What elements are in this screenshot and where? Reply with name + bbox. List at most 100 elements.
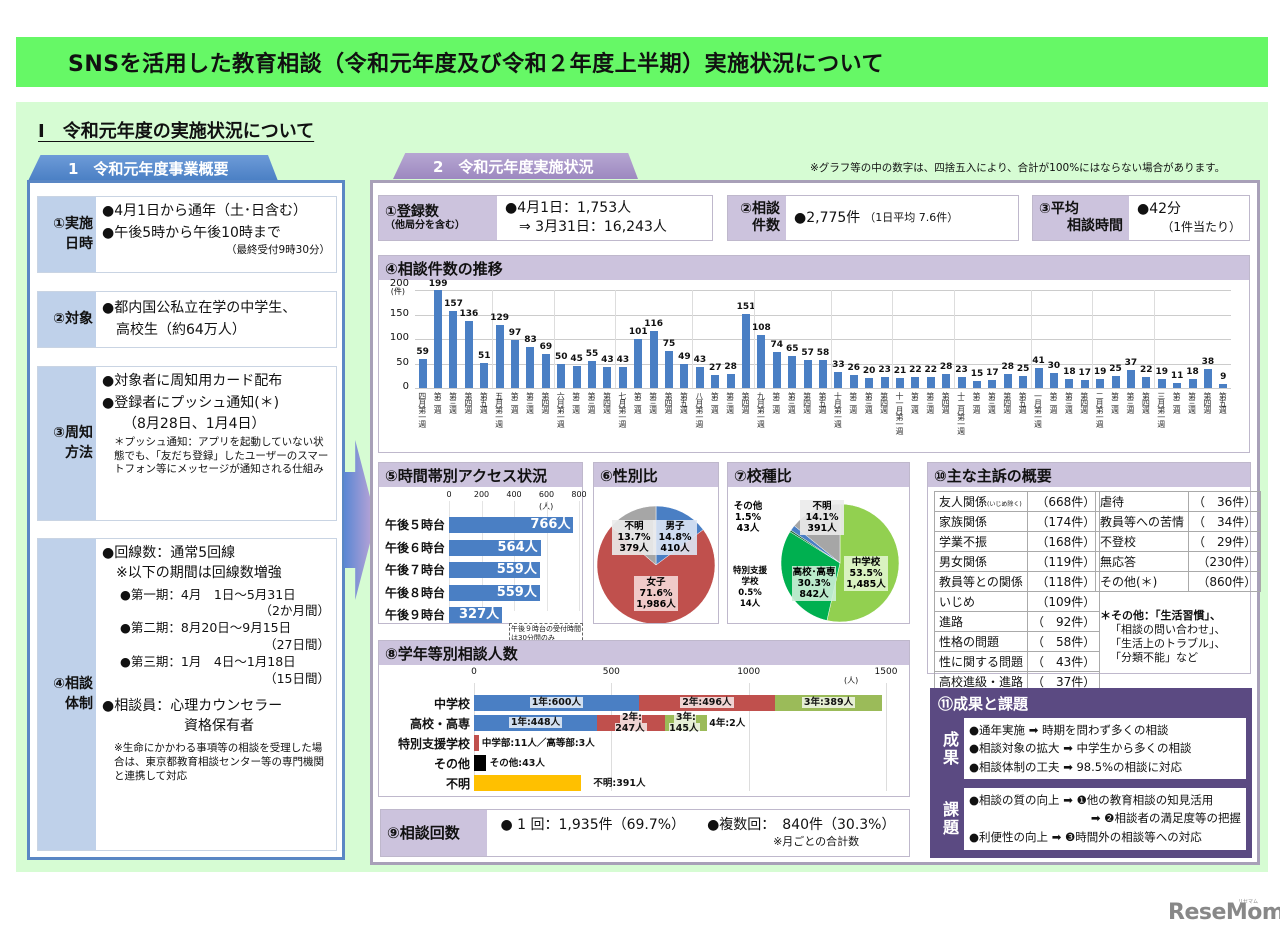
pie-label: 391人 bbox=[807, 522, 837, 534]
bar-value-label: 22 bbox=[924, 365, 938, 376]
x-tick-label: 第五週 bbox=[818, 392, 827, 413]
pie-label: 男子 bbox=[665, 521, 685, 532]
pie-label: 71.6% bbox=[640, 588, 673, 599]
results-label: 成果 bbox=[935, 717, 963, 780]
bar-value-label: 55 bbox=[585, 349, 599, 360]
bar-value-label: 45 bbox=[570, 353, 583, 364]
weekly-bar bbox=[803, 360, 812, 388]
resemom-logo: ReseMom bbox=[1168, 900, 1280, 925]
x-tick-label: 第二週 bbox=[633, 392, 643, 413]
x-unit: (人) bbox=[844, 676, 859, 685]
bar-value-label: 136 bbox=[459, 309, 479, 320]
overview-row-target: ②対象 ●都内国公私立在学の中学生、 高校生（約64万人） bbox=[37, 291, 337, 348]
y-tick-label: 0 bbox=[402, 381, 409, 392]
bar-value-label: 19 bbox=[1093, 366, 1107, 377]
row-label: ①実施 日時 bbox=[38, 197, 96, 272]
pie-label: 30.3% bbox=[798, 578, 831, 589]
month-separator bbox=[553, 290, 555, 388]
month-separator bbox=[692, 290, 694, 388]
segment-label: 4年:2人 bbox=[709, 718, 746, 729]
overview-row-system: ④相談 体制 ●回線数：通常5回線 ※以下の期間は回線数増強 ●第一期：4月 1… bbox=[37, 538, 337, 851]
segment-label: 3年:389人 bbox=[793, 697, 863, 708]
month-separator bbox=[615, 290, 617, 388]
page-title: SNSを活用した教育相談（令和元年度及び令和２年度上半期）実施状況について bbox=[68, 52, 884, 77]
bar-value-label: 26 bbox=[847, 363, 861, 374]
stat-value: ⇒ 3月31日：16,243人 bbox=[505, 219, 667, 235]
bar-value-label: 43 bbox=[693, 354, 707, 365]
publicity-line: （8月28日、1月4日） bbox=[102, 416, 266, 433]
x-tick-label: 第五週 bbox=[679, 392, 689, 413]
gridline bbox=[546, 501, 548, 611]
category-label: 午後８時台 bbox=[384, 585, 445, 600]
gridline bbox=[415, 339, 1231, 340]
weekly-bar bbox=[895, 377, 904, 388]
complaint-name: 教員等への苦情 bbox=[1094, 511, 1190, 532]
stat-consultations: ②相談 件数 ●2,775件 （1日平均 7.6件） bbox=[727, 195, 1019, 241]
segment-label-text: 3年: 145人 bbox=[669, 712, 701, 734]
row-label: ④相談 体制 bbox=[38, 539, 96, 850]
issues-label: 課題 bbox=[935, 787, 963, 851]
weekly-bar bbox=[588, 361, 597, 388]
outcomes-title: ⑪成果と課題 bbox=[938, 694, 1029, 713]
weekly-bar bbox=[1065, 379, 1074, 388]
complaints-table-left: 友人関係(いじめ除く) （668件） 家族関係 （174件） 学業不振 （168件） 男女関… bbox=[933, 491, 1101, 692]
segment-label: 2年: 247人 bbox=[596, 712, 666, 734]
weekly-bar bbox=[557, 363, 566, 388]
complaint-count: （ 34件） bbox=[1188, 511, 1262, 532]
complaint-row: 無応答 （230件） bbox=[1094, 551, 1262, 572]
label-bg bbox=[800, 500, 844, 535]
complaint-name: 無応答 bbox=[1094, 551, 1190, 572]
complaint-name: 家族関係 bbox=[933, 511, 1029, 532]
complaint-row: 虐待（ 36件） bbox=[1094, 491, 1262, 512]
pie-label: 特別支援 bbox=[733, 565, 768, 576]
bar-segment bbox=[704, 715, 707, 731]
x-tick-label: 第四週 bbox=[741, 392, 751, 413]
weekly-bar bbox=[541, 354, 550, 388]
x-tick-label: 第二週 bbox=[910, 392, 920, 413]
segment-label: 3年: 145人 bbox=[650, 712, 720, 734]
complaint-count: （118件） bbox=[1027, 571, 1101, 592]
complaint-name: 性に関する問題 bbox=[933, 651, 1029, 672]
x-tick-label: 第三週 bbox=[648, 392, 658, 413]
pie-label: 不明 bbox=[812, 501, 832, 512]
weekly-bar bbox=[988, 379, 997, 388]
row-label: 不明:391人 bbox=[593, 778, 646, 789]
row-label: ③周知 方法 bbox=[38, 367, 96, 520]
category-label: その他 bbox=[433, 757, 470, 771]
school-chart-title: ⑦校種比 bbox=[728, 463, 909, 487]
x-tick-label: 第二週 bbox=[710, 392, 720, 413]
x-tick-label: 第三週 bbox=[1187, 392, 1197, 413]
segment-label-text: 2年: 247人 bbox=[615, 712, 647, 734]
month-separator bbox=[953, 290, 955, 388]
bar-value-label: 30 bbox=[1047, 361, 1061, 372]
y-unit: (件) bbox=[390, 287, 405, 296]
bar-value-label: 23 bbox=[955, 364, 968, 375]
bar-value-label: 17 bbox=[986, 367, 999, 378]
pie-label: 中学校 bbox=[852, 556, 881, 568]
x-tick-label: 八月第一週 bbox=[694, 392, 704, 427]
x-tick-label: 0 bbox=[446, 490, 452, 499]
weekly-bar bbox=[680, 363, 689, 388]
x-tick-label: 第四週 bbox=[802, 392, 812, 413]
label-bg bbox=[612, 520, 656, 555]
system-line: ●回線数：通常5回線 bbox=[102, 545, 236, 561]
label-bg bbox=[792, 566, 836, 601]
weekly-bar bbox=[1111, 375, 1120, 388]
x-tick-label: 第三週 bbox=[1125, 392, 1135, 413]
complaint-name: 進路 bbox=[933, 611, 1029, 632]
gender-chart-box: ⑥性別比 男子 14.8% 410人 不明 13.7% 379人 女子 71.6% 1,986人 bbox=[593, 462, 719, 625]
x-tick-label: 九月第一週 bbox=[756, 392, 766, 427]
weekly-bar bbox=[1157, 378, 1166, 388]
gender-chart-title: ⑥性別比 bbox=[594, 463, 718, 487]
period-1: ●第一期：4月 1日～5月31日 bbox=[120, 586, 296, 602]
weekly-bar bbox=[495, 324, 504, 388]
weekly-bar bbox=[788, 356, 797, 388]
complaints-table-right: 虐待（ 36件） 教員等への苦情（ 34件） 不登校（ 29件） 無応答 （230件）そ… bbox=[1094, 491, 1262, 592]
bar-value-label: 28 bbox=[1001, 362, 1015, 373]
complaint-count: （230件） bbox=[1188, 551, 1262, 572]
weekly-bar bbox=[834, 371, 843, 388]
row-label: 中学部:11人／高等部:3人 bbox=[481, 738, 595, 749]
gridline bbox=[611, 683, 613, 791]
hourly-chart-box: ⑤時間帯別アクセス状況 (人) 午後９時台の受付時間は30分間のみ 0 200 40… bbox=[378, 462, 587, 645]
weekly-bar bbox=[665, 351, 674, 388]
